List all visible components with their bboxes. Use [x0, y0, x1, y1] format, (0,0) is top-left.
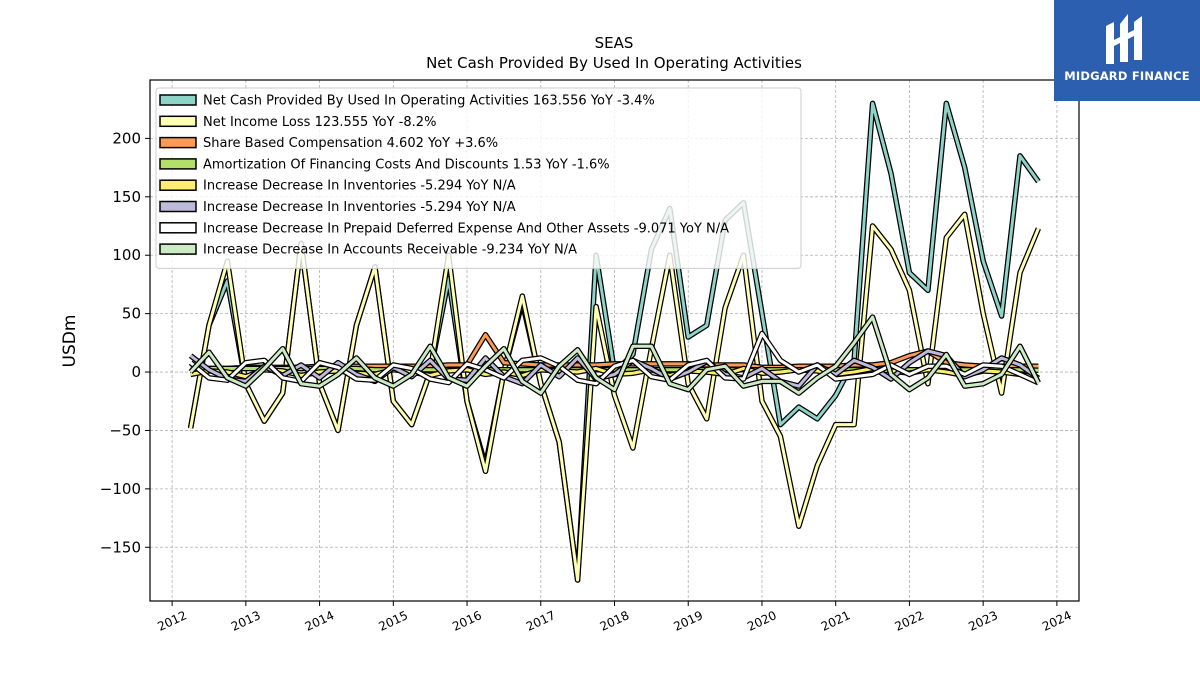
y-tick-label: 200 [112, 129, 141, 147]
legend-label: Net Income Loss 123.555 YoY -8.2% [203, 115, 436, 130]
y-axis-label: USDm [60, 315, 80, 368]
legend-swatch [159, 200, 197, 213]
legend-label: Share Based Compensation 4.602 YoY +3.6% [203, 136, 498, 151]
y-tick-label: 100 [112, 246, 141, 264]
legend-label: Net Cash Provided By Used In Operating A… [203, 94, 655, 109]
midgard-m-logo-icon [1106, 14, 1142, 64]
x-tick-label: 2015 [377, 608, 411, 634]
legend-swatch [159, 94, 197, 106]
x-tick-label: 2014 [303, 608, 337, 634]
legend-swatch [159, 179, 197, 191]
y-axis: −150 −100 −50 0 50 100 150 200 [100, 129, 150, 556]
legend: Net Cash Provided By Used In Operating A… [155, 87, 802, 269]
x-axis: 2012 2013 2014 2015 2016 2017 2018 2019 2020 2021… [155, 601, 1074, 634]
series-lines [187, 100, 1041, 583]
legend-label: Increase Decrease In Prepaid Deferred Ex… [203, 221, 729, 236]
series-line-7 [188, 330, 1040, 387]
x-tick-label: 2013 [229, 608, 263, 634]
legend-item: Increase Decrease In Inventories -5.294 … [159, 179, 516, 194]
legend-item: Amortization Of Financing Costs And Disc… [159, 157, 610, 172]
legend-swatch [159, 136, 197, 149]
logo-text: MIDGARD FINANCE [1064, 69, 1190, 83]
x-tick-label: 2017 [524, 608, 558, 634]
y-tick-label: 0 [131, 363, 141, 381]
x-tick-label: 2018 [598, 608, 632, 634]
legend-item: Increase Decrease In Inventories -5.294 … [159, 200, 516, 215]
series-stroke [189, 332, 1040, 386]
y-tick-label: −150 [100, 538, 141, 556]
x-tick-label: 2019 [671, 608, 705, 634]
x-tick-label: 2012 [155, 608, 189, 634]
x-tick-label: 2023 [966, 608, 1000, 634]
legend-item: Net Cash Provided By Used In Operating A… [159, 94, 655, 109]
y-tick-label: 150 [112, 188, 141, 206]
legend-label: Increase Decrease In Inventories -5.294 … [203, 200, 516, 215]
y-tick-label: 50 [122, 305, 141, 323]
legend-swatch [159, 158, 197, 170]
x-tick-label: 2016 [450, 608, 484, 634]
legend-label: Amortization Of Financing Costs And Disc… [203, 157, 610, 172]
legend-item: Increase Decrease In Accounts Receivable… [159, 243, 577, 258]
x-tick-label: 2020 [745, 608, 779, 634]
chart-title: SEAS [595, 34, 634, 52]
legend-item: Increase Decrease In Prepaid Deferred Ex… [159, 221, 729, 236]
legend-item: Share Based Compensation 4.602 YoY +3.6% [159, 136, 498, 151]
midgard-finance-logo: MIDGARD FINANCE [1054, 0, 1200, 101]
legend-label: Increase Decrease In Accounts Receivable… [203, 243, 577, 258]
series-line-2 [187, 211, 1041, 583]
legend-label: Increase Decrease In Inventories -5.294 … [203, 179, 516, 194]
series-line-8 [188, 314, 1041, 396]
y-tick-label: −50 [109, 421, 141, 439]
x-tick-label: 2021 [819, 608, 853, 634]
legend-swatch [159, 243, 197, 255]
y-tick-label: −100 [100, 480, 141, 498]
chart-subtitle: Net Cash Provided By Used In Operating A… [426, 54, 802, 72]
legend-frame [155, 87, 802, 269]
legend-swatch [159, 222, 197, 234]
series-stroke [189, 212, 1040, 582]
series-stroke [189, 315, 1040, 395]
x-tick-label: 2024 [1040, 608, 1074, 634]
x-tick-label: 2022 [893, 608, 927, 634]
legend-swatch [159, 115, 197, 128]
legend-item: Net Income Loss 123.555 YoY -8.2% [159, 115, 436, 130]
